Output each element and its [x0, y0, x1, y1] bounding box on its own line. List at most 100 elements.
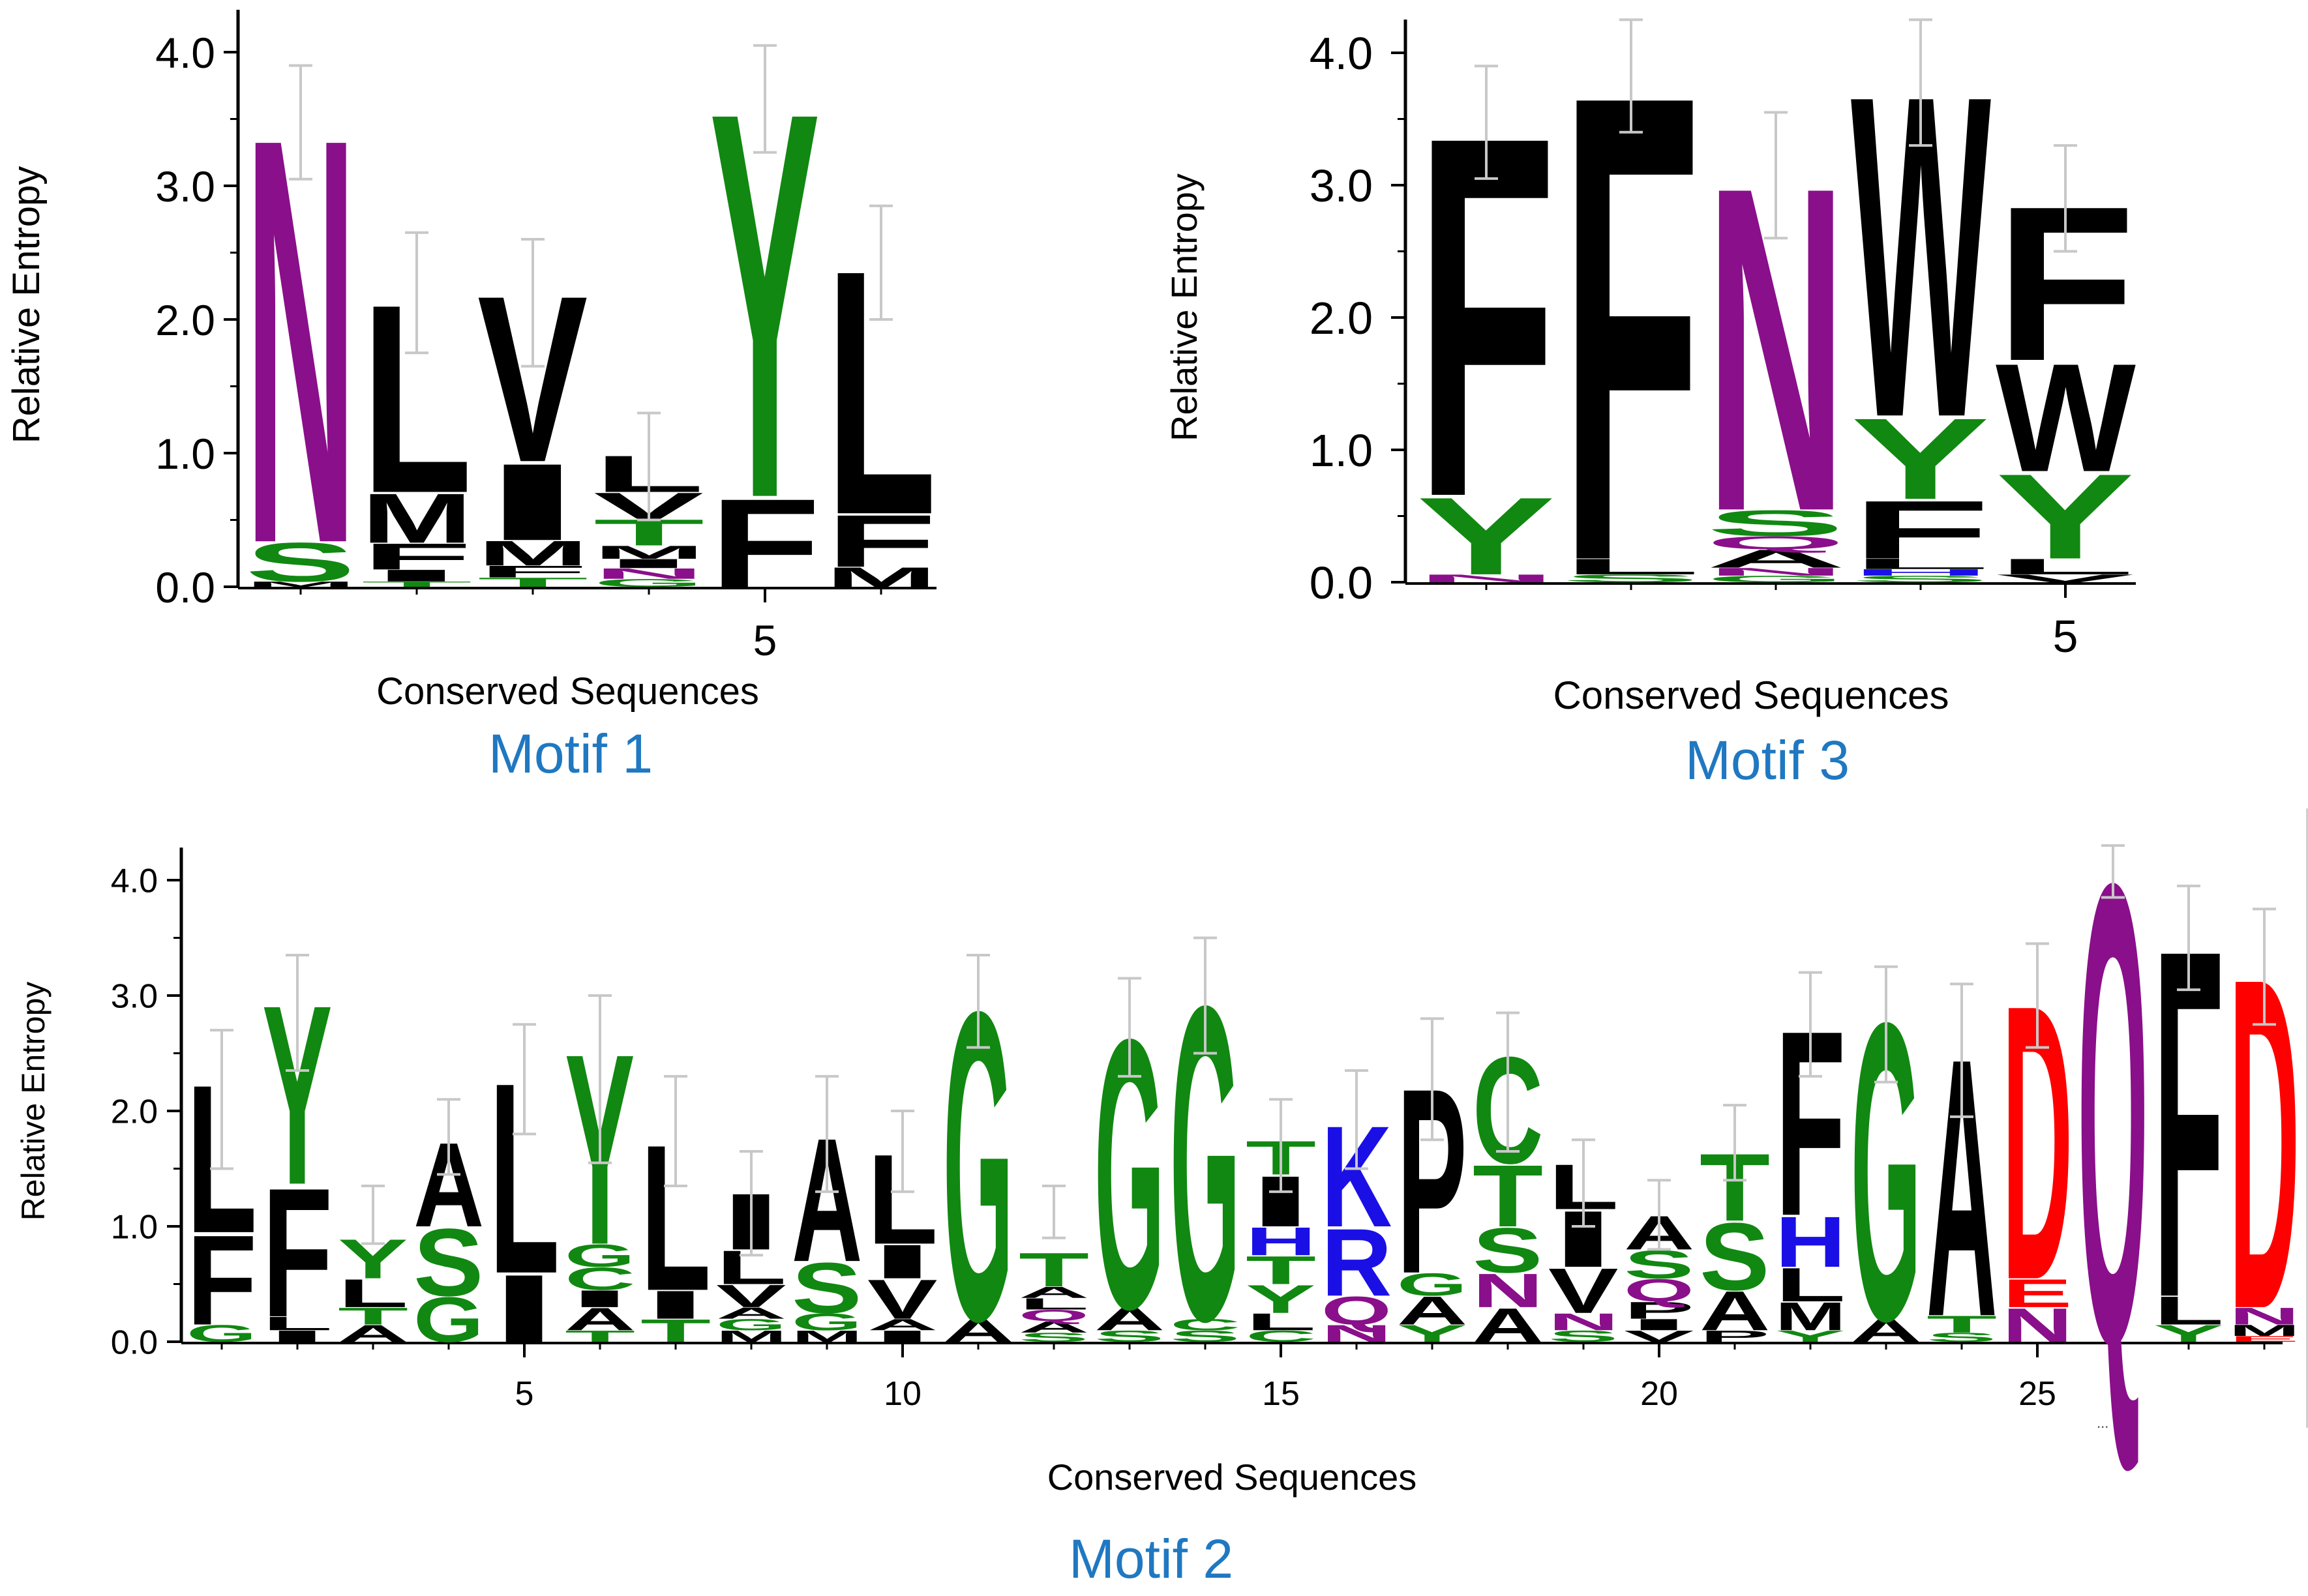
logo-letter-l: L — [262, 1313, 333, 1335]
logo-letter-q: Q — [1624, 1273, 1694, 1308]
logo-letter-g: G — [792, 1308, 862, 1335]
logo-letter-c: C — [1246, 1327, 1316, 1345]
logo-letter-a: A — [1019, 1284, 1089, 1301]
logo-letter-s: S — [1548, 1327, 1619, 1345]
logo-letter-y: Y — [1246, 1277, 1316, 1322]
logo-letter-i: I — [640, 1282, 710, 1327]
logo-letter-l: L — [1996, 554, 2135, 579]
logo-letter-g: G — [565, 1238, 635, 1274]
x-tick-label: 5 — [753, 616, 777, 664]
x-axis-label: Conserved Sequences — [1047, 1456, 1417, 1498]
logo-letter-w: W — [1996, 332, 2136, 504]
logo-letter-y: Y — [1775, 1327, 1846, 1345]
logo-letter-p: P — [1624, 1297, 1694, 1323]
logo-letter-a: A — [565, 1301, 635, 1337]
logo-letter-i: I — [1624, 1316, 1694, 1333]
x-tick-label: 20 — [1640, 1375, 1678, 1413]
chart-title: Motif 3 — [1685, 730, 1850, 791]
logo-letter-s: S — [1561, 572, 1700, 585]
logo-letter-f: F — [187, 1209, 257, 1352]
logo-letter-g: G — [1706, 574, 1845, 584]
logo-letter-t: T — [338, 1303, 408, 1329]
logo-letter-t: T — [1473, 1147, 1543, 1245]
truncated-footer-text: ... — [2097, 1415, 2108, 1431]
chart-title: Motif 2 — [1069, 1528, 1233, 1589]
y-tick-label: 2.0 — [1310, 293, 1373, 344]
logo-letter-g: G — [413, 1284, 484, 1356]
logo-letter-q: Q — [1321, 1288, 1392, 1333]
logo-letter-s: S — [1473, 1215, 1543, 1286]
logo-letter-f: F — [477, 562, 588, 581]
logo-letter-t: T — [1926, 1311, 1997, 1338]
logo-letter-i: I — [262, 1327, 332, 1345]
logo-letter-m: M — [245, 580, 357, 589]
logo-letter-s: S — [1926, 1330, 1997, 1344]
y-tick-label: 0.0 — [111, 1324, 158, 1362]
x-tick-label: 5 — [515, 1375, 534, 1413]
x-tick-label: 25 — [2018, 1375, 2056, 1413]
y-tick-label: 4.0 — [1310, 28, 1373, 79]
x-tick-label: 10 — [884, 1375, 922, 1413]
logo-letter-g: G — [187, 1320, 257, 1347]
logo-letter-l: L — [1019, 1295, 1089, 1312]
logo-letter-l: L — [1561, 554, 1701, 579]
logo-letter-s: S — [413, 1209, 484, 1316]
logo-letter-a: A — [1706, 544, 1846, 573]
y-tick-label: 3.0 — [155, 162, 215, 211]
logo-letter-v: V — [867, 1268, 938, 1331]
y-tick-label: 4.0 — [155, 29, 215, 77]
chart-title: Motif 1 — [488, 723, 653, 784]
logo-letter-h: H — [1851, 567, 1991, 578]
logo-letter-n: N — [1548, 1308, 1619, 1335]
logo-letter-n: N — [1416, 572, 1557, 585]
logo-letter-i: I — [489, 1255, 559, 1363]
logo-letter-m: M — [826, 562, 937, 593]
logo-letter-e: E — [2002, 1271, 2073, 1316]
y-tick-label: 0.0 — [1310, 557, 1373, 608]
y-tick-label: 2.0 — [155, 296, 215, 344]
logo-letter-t: T — [1246, 1248, 1316, 1293]
x-tick-label: 15 — [1262, 1375, 1300, 1413]
logo-letter-m: M — [1775, 1294, 1846, 1339]
logo-letter-f: F — [361, 536, 472, 578]
logo-letter-m: M — [477, 533, 589, 573]
logo-letter-v: V — [1548, 1255, 1619, 1327]
logo-letter-t: T — [565, 1327, 635, 1345]
y-tick-label: 4.0 — [111, 863, 158, 900]
x-axis-label: Conserved Sequences — [376, 670, 759, 713]
logo-letter-a: A — [1019, 1318, 1089, 1336]
logo-letter-a: A — [1094, 1301, 1165, 1337]
logo-letter-t: T — [640, 1312, 711, 1348]
panel-divider — [2306, 808, 2308, 1428]
logo-letter-a: A — [1851, 1313, 1921, 1349]
logo-letter-m: M — [593, 542, 705, 563]
logo-letter-l: L — [338, 1271, 408, 1316]
logo-letter-n: N — [2229, 1303, 2300, 1329]
logo-letter-y: Y — [1416, 475, 1555, 598]
y-tick-label: 2.0 — [111, 1093, 158, 1131]
y-tick-label: 3.0 — [1310, 160, 1373, 211]
logo-letter-s: S — [1851, 574, 1990, 584]
logo-letter-l: L — [1775, 1258, 1846, 1312]
logo-letter-s: S — [1019, 1330, 1089, 1344]
logo-letter-y: Y — [2153, 1320, 2224, 1347]
logo-letter-m: M — [361, 479, 473, 558]
logo-letter-q: Q — [1706, 533, 1845, 554]
logo-letter-t: T — [361, 580, 472, 589]
y-axis-label: Relative Entropy — [15, 982, 52, 1221]
logo-letter-g: G — [716, 1316, 787, 1333]
logo-letter-c: C — [1170, 1316, 1240, 1333]
logo-letter-v: V — [1624, 1327, 1694, 1345]
y-tick-label: 1.0 — [155, 430, 215, 478]
y-axis-label: Relative Entropy — [5, 166, 48, 444]
logo-letter-f: F — [1851, 484, 1990, 576]
y-tick-label: 1.0 — [111, 1209, 158, 1247]
logo-letter-m: M — [716, 1327, 787, 1346]
y-tick-label: 0.0 — [155, 563, 215, 612]
x-axis-label: Conserved Sequences — [1553, 673, 1949, 717]
logo-letter-v: V — [716, 1278, 787, 1314]
logo-letter-s: S — [1094, 1327, 1165, 1345]
